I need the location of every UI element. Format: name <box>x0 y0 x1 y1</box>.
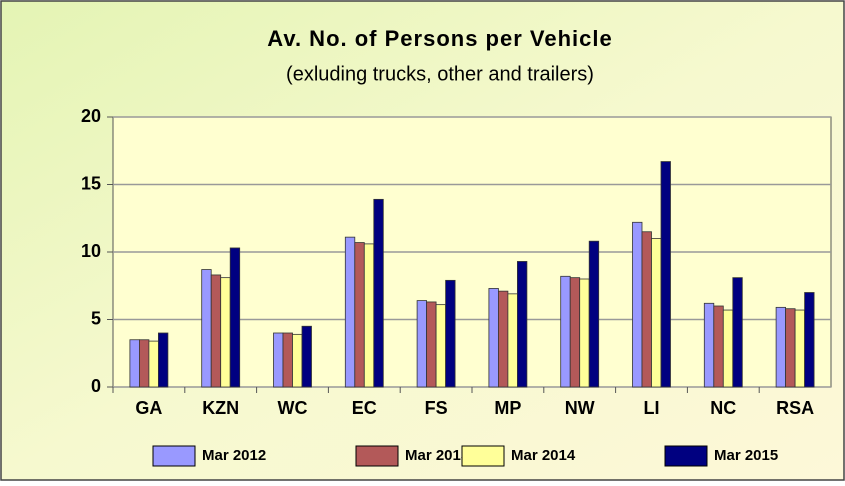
bar <box>794 309 805 388</box>
bar <box>220 277 231 388</box>
bar <box>416 300 428 388</box>
x-tick-label: MP <box>494 398 521 418</box>
legend-label: Mar 2012 <box>202 447 266 464</box>
bar <box>660 161 671 388</box>
y-tick-label: 5 <box>91 308 101 328</box>
bar <box>229 247 241 388</box>
x-tick-label: EC <box>352 398 377 418</box>
chart-subtitle: (exluding trucks, other and trailers) <box>286 63 594 85</box>
bar <box>713 305 724 388</box>
bar <box>210 274 222 388</box>
bar <box>488 288 499 388</box>
bar <box>579 278 590 388</box>
bar <box>641 231 652 388</box>
y-tick-label: 20 <box>81 106 101 126</box>
bar <box>426 301 437 388</box>
legend-swatch <box>152 445 196 467</box>
legend-swatch <box>664 445 708 467</box>
bar <box>129 339 140 388</box>
bar <box>301 325 312 388</box>
bar <box>157 332 169 388</box>
bar <box>785 308 796 388</box>
bar <box>373 198 384 388</box>
bar <box>292 333 303 388</box>
legend-swatch <box>355 445 399 467</box>
bar <box>569 277 581 388</box>
bar <box>722 309 734 388</box>
bar <box>282 332 293 388</box>
bar <box>435 304 447 388</box>
x-tick-label: KZN <box>202 398 239 418</box>
bar <box>138 339 150 388</box>
bar <box>201 269 212 388</box>
bar <box>560 275 571 388</box>
bar <box>344 236 356 388</box>
legend-label: Mar 2014 <box>511 447 576 464</box>
bar <box>507 293 518 388</box>
x-tick-label: LI <box>644 398 660 418</box>
bar <box>588 240 600 388</box>
legend-swatch <box>461 445 505 467</box>
y-tick-label: 15 <box>81 173 101 193</box>
x-tick-label: WC <box>278 398 308 418</box>
bar <box>363 243 375 388</box>
bar <box>651 238 662 388</box>
bar <box>445 279 456 388</box>
y-tick-label: 0 <box>91 376 101 396</box>
bar <box>517 261 528 388</box>
legend-label: Mar 2015 <box>714 447 778 464</box>
bar <box>732 277 743 388</box>
x-tick-label: NC <box>710 398 736 418</box>
x-tick-label: NW <box>565 398 595 418</box>
bar <box>148 340 159 388</box>
bar <box>775 306 786 388</box>
bar <box>354 242 365 388</box>
chart-title: Av. No. of Persons per Vehicle <box>267 26 612 51</box>
bar <box>632 221 643 388</box>
x-tick-label: FS <box>425 398 448 418</box>
legend-label: Mar 2013 <box>405 447 469 464</box>
x-tick-label: GA <box>135 398 162 418</box>
x-tick-label: RSA <box>776 398 814 418</box>
bar <box>497 290 509 388</box>
bar <box>703 302 715 388</box>
y-tick-label: 10 <box>81 241 101 261</box>
bar <box>273 332 284 388</box>
bar <box>804 292 815 388</box>
